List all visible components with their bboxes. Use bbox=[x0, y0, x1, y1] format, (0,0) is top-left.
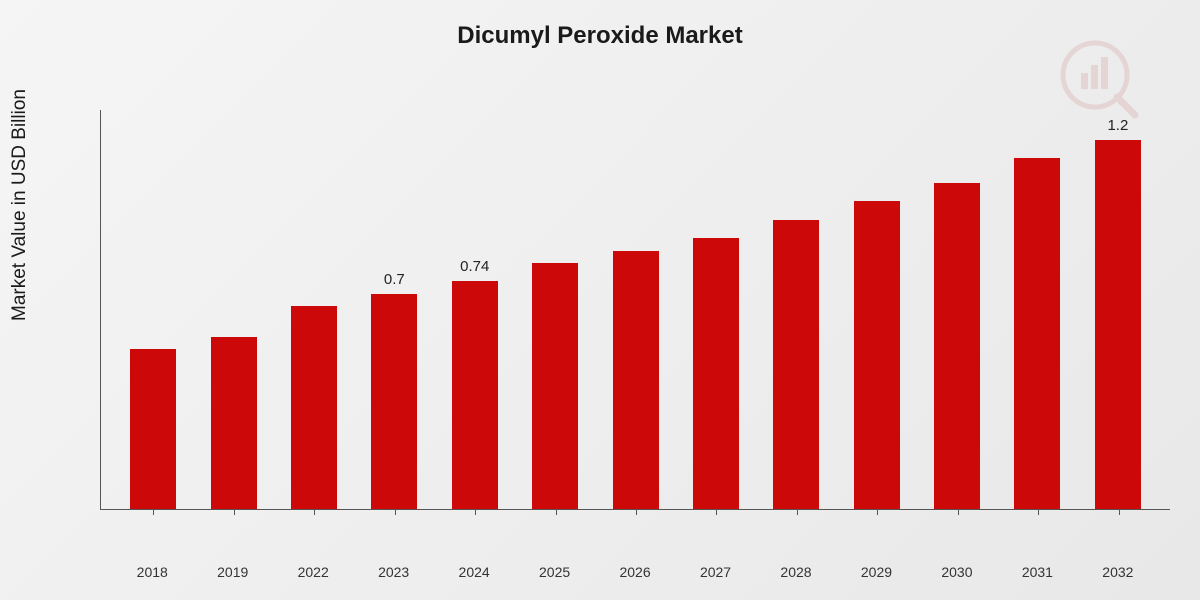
x-tick bbox=[958, 509, 959, 515]
x-tick bbox=[1038, 509, 1039, 515]
bar-group bbox=[193, 110, 273, 509]
x-tick bbox=[636, 509, 637, 515]
x-tick bbox=[153, 509, 154, 515]
x-axis-label: 2022 bbox=[273, 564, 353, 580]
x-tick bbox=[234, 509, 235, 515]
bar bbox=[854, 201, 900, 509]
y-axis-label: Market Value in USD Billion bbox=[9, 89, 31, 321]
bar bbox=[613, 251, 659, 509]
x-tick bbox=[314, 509, 315, 515]
bar-value-label: 1.2 bbox=[1107, 117, 1128, 134]
x-axis-label: 2027 bbox=[675, 564, 755, 580]
bar-group bbox=[676, 110, 756, 509]
x-axis-label: 2018 bbox=[112, 564, 192, 580]
bar-group: 0.7 bbox=[354, 110, 434, 509]
x-tick bbox=[475, 509, 476, 515]
bar-group bbox=[113, 110, 193, 509]
chart-container: 0.70.741.2 20182019202220232024202520262… bbox=[80, 110, 1170, 550]
x-axis-label: 2026 bbox=[595, 564, 675, 580]
bar bbox=[130, 349, 176, 509]
x-tick bbox=[395, 509, 396, 515]
bar-value-label: 0.7 bbox=[384, 271, 405, 288]
bar bbox=[371, 294, 417, 509]
bar bbox=[934, 183, 980, 509]
x-tick bbox=[556, 509, 557, 515]
bar-group bbox=[917, 110, 997, 509]
bar bbox=[211, 337, 257, 509]
chart-title: Dicumyl Peroxide Market bbox=[0, 0, 1200, 50]
x-tick bbox=[797, 509, 798, 515]
x-tick bbox=[716, 509, 717, 515]
x-axis-label: 2019 bbox=[192, 564, 272, 580]
x-axis-labels: 2018201920222023202420252026202720282029… bbox=[100, 564, 1170, 580]
x-axis-label: 2032 bbox=[1078, 564, 1158, 580]
x-axis-label: 2024 bbox=[434, 564, 514, 580]
bar-value-label: 0.74 bbox=[460, 258, 489, 275]
bar bbox=[1014, 158, 1060, 509]
bar-group bbox=[515, 110, 595, 509]
x-tick bbox=[1119, 509, 1120, 515]
x-axis-label: 2023 bbox=[353, 564, 433, 580]
bar-group: 0.74 bbox=[435, 110, 515, 509]
bar bbox=[532, 263, 578, 509]
x-axis-label: 2030 bbox=[917, 564, 997, 580]
bar bbox=[452, 281, 498, 509]
x-axis-label: 2028 bbox=[756, 564, 836, 580]
bar bbox=[291, 306, 337, 509]
bar bbox=[1095, 140, 1141, 509]
bar bbox=[693, 238, 739, 509]
bar-group bbox=[595, 110, 675, 509]
bar-group: 1.2 bbox=[1078, 110, 1158, 509]
bar-group bbox=[274, 110, 354, 509]
bar bbox=[773, 220, 819, 509]
plot-area: 0.7 0.74 1.2 bbox=[100, 110, 1170, 510]
bars-area: 0.7 0.74 1.2 bbox=[101, 110, 1170, 509]
bar-group bbox=[997, 110, 1077, 509]
x-tick bbox=[877, 509, 878, 515]
bar-group bbox=[756, 110, 836, 509]
x-axis-label: 2025 bbox=[514, 564, 594, 580]
x-axis-label: 2031 bbox=[997, 564, 1077, 580]
bar-group bbox=[837, 110, 917, 509]
x-axis-label: 2029 bbox=[836, 564, 916, 580]
